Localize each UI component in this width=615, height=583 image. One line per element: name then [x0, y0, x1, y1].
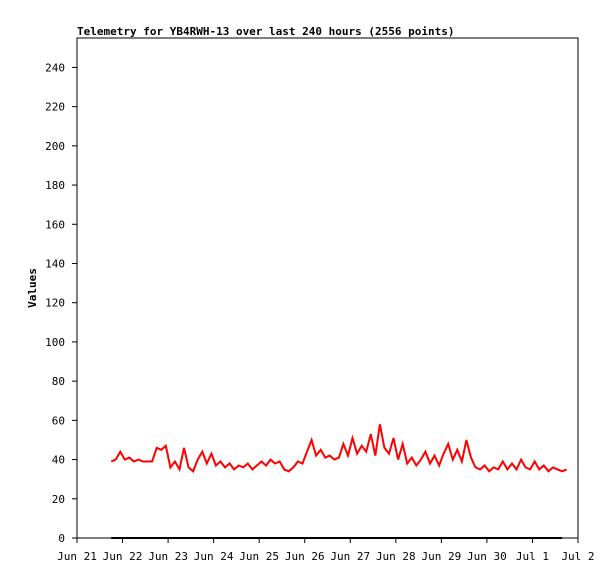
- y-tick-label: 40: [52, 454, 65, 467]
- y-tick-label: 20: [52, 493, 65, 506]
- y-tick-label: 0: [58, 532, 65, 545]
- x-tick-label: Jul 1: [516, 550, 549, 563]
- x-tick-label: Jun 24: [194, 550, 234, 563]
- y-tick-label: 80: [52, 375, 65, 388]
- y-tick-label: 140: [45, 257, 65, 270]
- y-tick-label: 160: [45, 218, 65, 231]
- x-tick-label: Jun 21: [57, 550, 97, 563]
- x-tick-label: Jun 28: [376, 550, 416, 563]
- y-tick-label: 180: [45, 179, 65, 192]
- y-tick-label: 220: [45, 101, 65, 114]
- x-tick-label: Jun 27: [330, 550, 370, 563]
- x-tick-label: Jun 22: [103, 550, 143, 563]
- chart-title: Telemetry for YB4RWH-13 over last 240 ho…: [77, 25, 455, 38]
- x-tick-label: Jul 2: [561, 550, 594, 563]
- data-line: [110, 424, 567, 473]
- x-tick-label: Jun 23: [148, 550, 188, 563]
- y-tick-label: 100: [45, 336, 65, 349]
- y-tick-label: 120: [45, 297, 65, 310]
- x-tick-label: Jun 30: [467, 550, 507, 563]
- y-axis-label: Values: [26, 268, 39, 308]
- x-tick-label: Jun 26: [285, 550, 325, 563]
- x-tick-label: Jun 25: [239, 550, 279, 563]
- x-tick-label: Jun 29: [421, 550, 461, 563]
- y-tick-label: 200: [45, 140, 65, 153]
- y-tick-label: 60: [52, 414, 65, 427]
- y-tick-label: 240: [45, 61, 65, 74]
